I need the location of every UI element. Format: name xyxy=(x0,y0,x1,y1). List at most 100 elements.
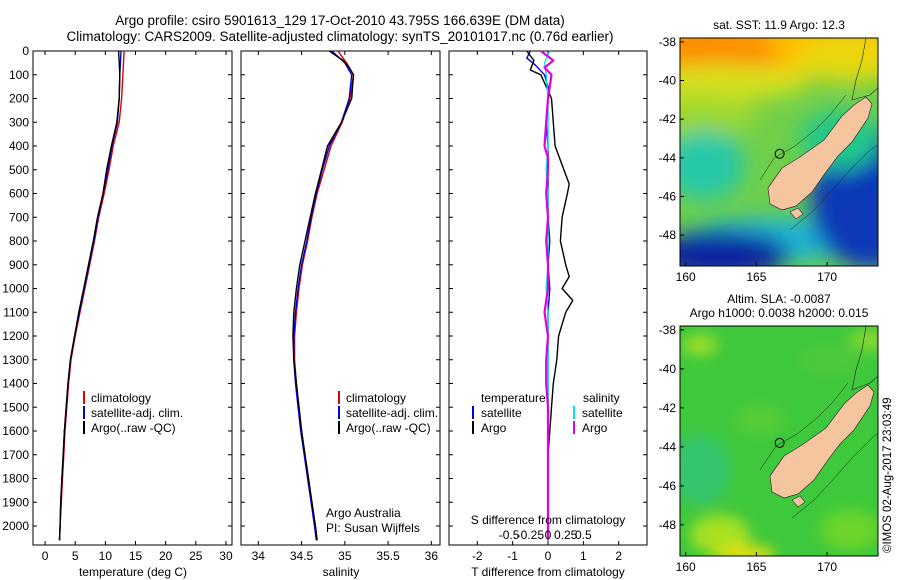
temperature-panel: 0100200300400500600700800900100011001200… xyxy=(2,44,233,579)
depth-tick-label: 1800 xyxy=(2,472,29,486)
legend-header-salinity: salinity xyxy=(583,391,620,405)
map-y-tick-label: -42 xyxy=(659,112,677,126)
map-y-tick-label: -42 xyxy=(659,401,677,415)
s-difference-tick-label: -0.25 xyxy=(517,528,545,542)
pi-name-label: PI: Susan Wijffels xyxy=(326,521,420,535)
difference-legend: temperature salinity satellite Argo sate… xyxy=(472,391,623,435)
depth-tick-label: 1600 xyxy=(2,424,29,438)
bathymetry-contour xyxy=(759,382,849,471)
sst-map-axis-ticks: 160 165 170 -38 -40 -42 -44 -46 -48 xyxy=(659,35,838,284)
map-y-tick-label: -46 xyxy=(659,479,677,493)
x-tick-label: -2 xyxy=(472,549,483,563)
s-difference-tick-label: -0.5 xyxy=(499,528,520,542)
difference-top-xlabel: S difference from climatology xyxy=(471,513,626,527)
south-island-landmass xyxy=(769,384,875,499)
depth-tick-label: 1500 xyxy=(2,400,29,414)
depth-tick-label: 100 xyxy=(9,68,29,82)
x-tick-label: -1 xyxy=(507,549,518,563)
sla-map-frame xyxy=(679,325,879,557)
s-difference-tick-label: 0 xyxy=(545,528,552,542)
legend-label-climatology: climatology xyxy=(91,391,151,405)
legend-label-temp-argo: Argo xyxy=(481,421,507,435)
series-line-salinity-argo xyxy=(540,50,555,541)
depth-tick-label: 400 xyxy=(9,139,29,153)
legend-label-climatology: climatology xyxy=(346,391,406,405)
temperature-xlabel: temperature (deg C) xyxy=(79,565,187,579)
x-tick-label: 15 xyxy=(129,549,143,563)
salinity-axes-frame xyxy=(240,50,441,546)
argo-float-position-marker xyxy=(774,148,785,159)
sla-map-title-line2: Argo h1000: 0.0038 h2000: 0.015 xyxy=(690,306,869,320)
x-tick-label: 0 xyxy=(42,549,49,563)
x-tick-label: 25 xyxy=(189,549,203,563)
legend-label-sal-satellite: satellite xyxy=(582,406,623,420)
sla-map-title-line1: Altim. SLA: -0.0087 xyxy=(727,292,831,306)
map-y-tick-label: -48 xyxy=(659,228,677,242)
difference-series xyxy=(526,50,574,541)
map-x-tick-label: 165 xyxy=(746,560,766,574)
map-y-tick-label: -46 xyxy=(659,189,677,203)
bathymetry-contour xyxy=(759,94,847,181)
map-x-tick-label: 170 xyxy=(817,270,837,284)
x-tick-label: 0 xyxy=(545,549,552,563)
depth-tick-label: 1700 xyxy=(2,448,29,462)
x-tick-label: 34.5 xyxy=(290,549,314,563)
figure-title-line1: Argo profile: csiro 5901613_129 17-Oct-2… xyxy=(115,13,565,28)
x-tick-label: 35 xyxy=(338,549,352,563)
imos-watermark: ©IMOS 02-Aug-2017 23:03:49 xyxy=(882,397,894,553)
legend-label-temp-satellite: satellite xyxy=(481,406,522,420)
x-tick-label: 10 xyxy=(99,549,113,563)
x-tick-label: 30 xyxy=(219,549,233,563)
salinity-difference-ticks: -0.5-0.25 0 0.250.5 xyxy=(499,528,592,542)
map-y-tick-label: -48 xyxy=(659,518,677,532)
x-tick-label: 34 xyxy=(252,549,266,563)
depth-tick-label: 0 xyxy=(22,44,29,58)
sla-field xyxy=(680,326,878,556)
depth-tick-label: 700 xyxy=(9,210,29,224)
legend-header-temperature: temperature xyxy=(481,391,546,405)
map-x-tick-label: 170 xyxy=(817,560,837,574)
argo-australia-label: Argo Australia xyxy=(326,506,401,520)
series-line-satellite-adj-clim xyxy=(293,50,353,541)
depth-tick-label: 1300 xyxy=(2,353,29,367)
map-y-tick-label: -44 xyxy=(659,151,677,165)
depth-tick-label: 800 xyxy=(9,234,29,248)
temperature-series xyxy=(58,50,125,541)
depth-tick-label: 900 xyxy=(9,258,29,272)
temperature-axis-ticks: 0100200300400500600700800900100011001200… xyxy=(2,44,233,563)
argo-float-position-marker xyxy=(774,437,785,448)
difference-xlabel: T difference from climatology xyxy=(471,565,625,579)
sst-map-title: sat. SST: 11.9 Argo: 12.3 xyxy=(713,18,845,32)
x-tick-label: 5 xyxy=(72,549,79,563)
stewart-island-landmass xyxy=(791,495,806,508)
map-x-tick-label: 160 xyxy=(676,560,696,574)
x-tick-label: 35.5 xyxy=(376,549,400,563)
south-island-landmass xyxy=(767,96,873,211)
bathymetry-contour xyxy=(851,38,878,101)
legend-label-sal-argo: Argo xyxy=(582,421,608,435)
difference-panel: -2 -1 0 1 2 temperature salinity satellite A… xyxy=(448,50,648,579)
legend-label-argo: Argo(..raw -QC) xyxy=(91,421,176,435)
bathymetry-contour xyxy=(851,326,878,391)
sst-field xyxy=(680,38,878,266)
map-y-tick-label: -38 xyxy=(659,35,677,49)
sst-map-panel: sat. SST: 11.9 Argo: 12.3 160 165 170 xyxy=(659,18,879,284)
stewart-island-landmass xyxy=(789,207,804,220)
figure-title-line2: Climatology: CARS2009. Satellite-adjuste… xyxy=(66,29,614,44)
x-tick-label: 36 xyxy=(425,549,439,563)
depth-tick-label: 1900 xyxy=(2,495,29,509)
salinity-legend: climatology satellite-adj. clim. Argo(..… xyxy=(338,391,438,435)
s-difference-tick-label: 0.25 xyxy=(554,528,578,542)
temperature-legend: climatology satellite-adj. clim. Argo(..… xyxy=(83,391,183,435)
legend-label-satellite: satellite-adj. clim. xyxy=(346,406,438,420)
map-x-tick-label: 165 xyxy=(746,270,766,284)
salinity-series xyxy=(292,50,355,541)
bathymetry-contour xyxy=(789,144,878,231)
salinity-panel: 34 34.5 35 35.5 36 climatology satellite-adj… xyxy=(240,50,441,579)
depth-tick-label: 300 xyxy=(9,115,29,129)
salinity-axis-ticks: 34 34.5 35 35.5 36 xyxy=(241,50,440,563)
legend-label-argo: Argo(..raw -QC) xyxy=(346,421,431,435)
map-x-tick-label: 160 xyxy=(676,270,696,284)
map-y-tick-label: -44 xyxy=(659,440,677,454)
